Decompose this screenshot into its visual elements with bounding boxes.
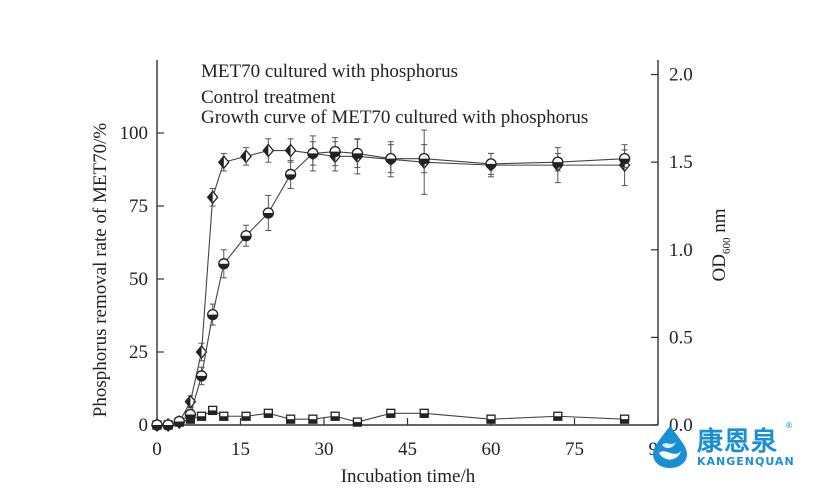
- data-point-circle-fill: [163, 425, 174, 430]
- series-diamond: [151, 129, 631, 433]
- data-point-square-fill: [197, 416, 206, 421]
- y2-axis-title: OD600 nm: [709, 208, 733, 281]
- y2-tick-label: 1.0: [669, 240, 693, 261]
- data-point-circle-fill: [218, 263, 229, 269]
- series-line: [157, 149, 625, 426]
- y-tick-label: 100: [120, 123, 149, 144]
- data-point-square-fill: [186, 419, 195, 424]
- data-point-circle-fill: [174, 421, 185, 427]
- data-point-square-fill: [553, 416, 562, 421]
- chart-series: [151, 129, 631, 433]
- data-point-square-fill: [242, 416, 251, 421]
- data-point-square-fill: [308, 419, 317, 424]
- data-point-diamond-fill: [285, 144, 291, 157]
- data-point-square-fill: [264, 413, 273, 418]
- y2-axis-title-unit: nm: [709, 208, 730, 237]
- data-point-circle-fill: [152, 425, 162, 430]
- y-tick-label: 25: [129, 342, 148, 363]
- data-point-diamond-fill: [207, 191, 213, 204]
- logo-chinese-text: 康恩泉: [697, 427, 779, 457]
- data-point-circle-fill: [619, 158, 630, 164]
- y2-tick-label: 0.5: [669, 327, 693, 348]
- data-point-square-fill: [620, 419, 629, 424]
- data-point-circle-fill: [263, 212, 274, 218]
- series-line: [157, 151, 625, 426]
- data-point-circle-fill: [330, 151, 341, 157]
- data-point-circle-fill: [486, 163, 496, 169]
- data-point-square-fill: [219, 416, 228, 421]
- x-tick-label: 45: [398, 439, 417, 460]
- legend-item-phosphorus: MET70 cultured with phosphorus: [201, 61, 458, 82]
- y2-axis-title-sub: 600: [721, 237, 733, 254]
- y-tick-label: 75: [129, 196, 148, 217]
- data-point-circle-fill: [552, 162, 563, 168]
- x-tick-label: 30: [315, 439, 334, 460]
- data-point-circle-fill: [196, 375, 207, 381]
- data-point-square-fill: [353, 422, 362, 427]
- data-point-square-fill: [286, 419, 295, 424]
- data-point-square-fill: [386, 413, 395, 418]
- series-circle: [151, 135, 631, 431]
- legend-item-control: Control treatment: [201, 87, 336, 108]
- y-tick-label: 0: [139, 415, 149, 436]
- data-point-diamond-fill: [241, 150, 247, 163]
- data-point-circle-fill: [285, 174, 296, 180]
- data-point-square-fill: [487, 419, 495, 424]
- y2-tick-label: 0.0: [669, 415, 693, 436]
- x-tick-label: 75: [565, 439, 584, 460]
- brand-logo: 康恩泉 ® KANGENQUAN: [647, 421, 797, 473]
- data-point-circle-fill: [185, 414, 196, 420]
- data-point-diamond-fill: [218, 156, 224, 169]
- y2-axis-title-main: OD: [709, 254, 730, 281]
- data-point-circle-fill: [241, 235, 252, 241]
- x-tick-label: 0: [152, 439, 162, 460]
- data-point-square-fill: [208, 410, 217, 415]
- data-point-diamond-fill: [263, 144, 269, 157]
- logo-english-text: KANGENQUAN: [697, 455, 795, 468]
- data-point-circle-fill: [385, 158, 396, 164]
- water-drop-icon: [653, 426, 687, 468]
- data-point-square-fill: [331, 416, 340, 421]
- data-point-circle-fill: [419, 158, 430, 164]
- y-tick-label: 50: [129, 269, 148, 290]
- data-point-diamond-fill: [185, 395, 191, 408]
- x-tick-label: 60: [482, 439, 501, 460]
- chart-legend: MET70 cultured with phosphorus Control t…: [201, 61, 588, 128]
- data-point-circle-fill: [307, 153, 318, 159]
- data-point-square-fill: [420, 413, 429, 418]
- y2-tick-label: 1.5: [669, 152, 693, 173]
- x-tick-label: 15: [231, 439, 250, 460]
- y2-tick-label: 2.0: [669, 65, 693, 86]
- logo-registered-mark: ®: [785, 421, 793, 430]
- data-point-circle-fill: [352, 153, 363, 159]
- chart-ticks: 015304560759002550751000.00.51.01.52.0: [120, 65, 693, 460]
- data-point-circle-fill: [207, 314, 218, 320]
- data-point-diamond-fill: [196, 346, 202, 358]
- y-axis-title: Phosphorus removal rate of MET70/%: [90, 123, 111, 418]
- x-axis-title: Incubation time/h: [341, 466, 476, 487]
- legend-item-growth: Growth curve of MET70 cultured with phos…: [201, 107, 588, 128]
